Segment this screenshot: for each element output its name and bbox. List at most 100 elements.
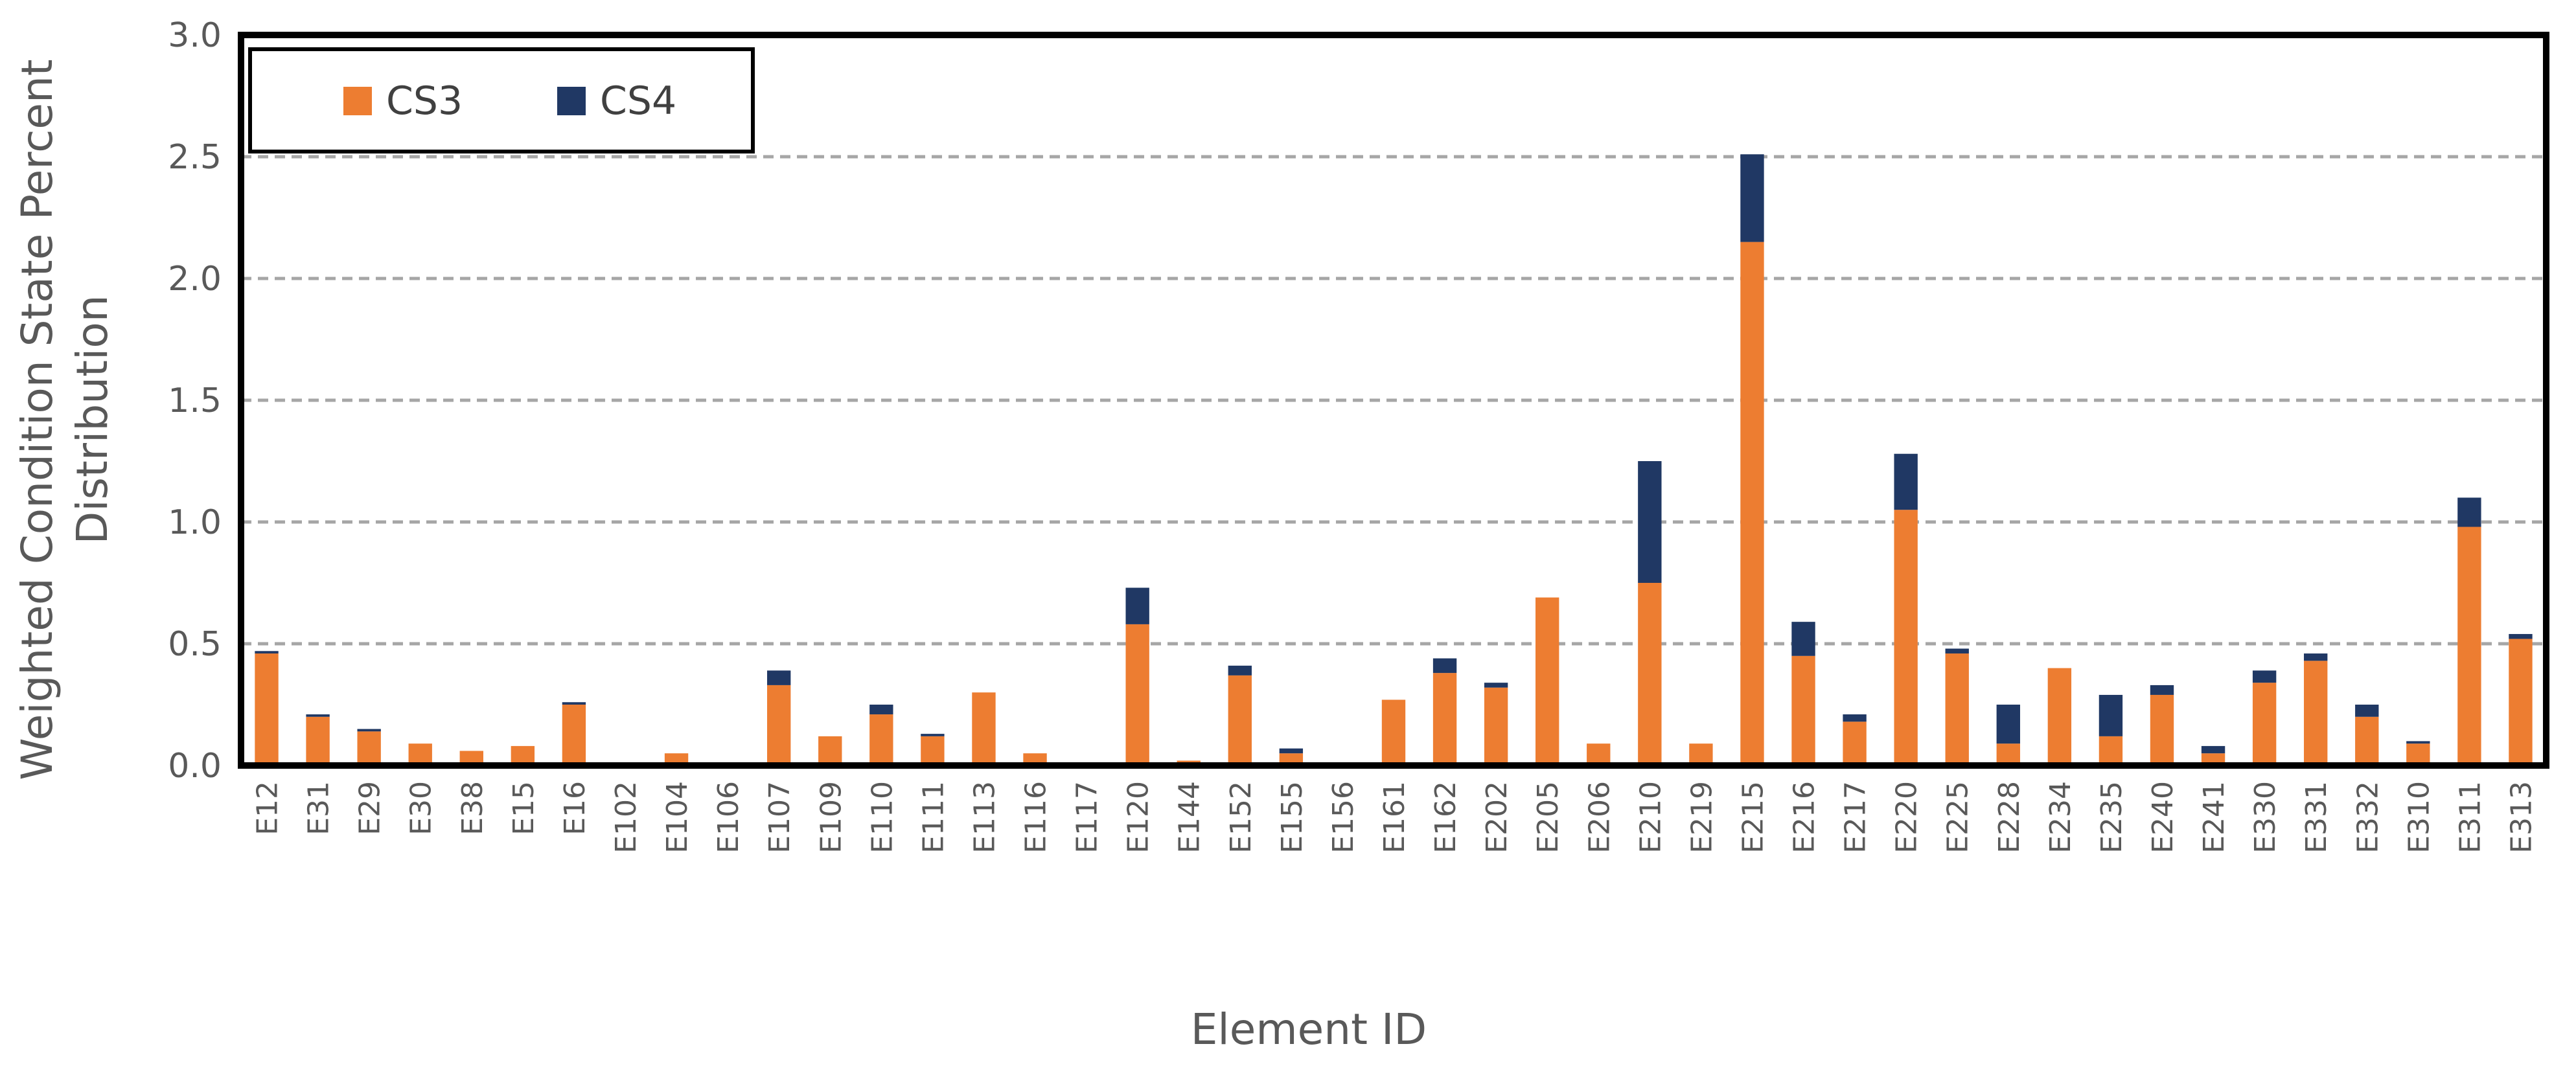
bar-cs3-e109 bbox=[818, 736, 842, 765]
bar-cs3-e111 bbox=[921, 736, 945, 765]
bar-cs4-e152 bbox=[1228, 665, 1252, 675]
bar-cs4-e16 bbox=[562, 702, 586, 705]
x-tick-label: E235 bbox=[2095, 781, 2128, 854]
x-tick-label: E234 bbox=[2044, 781, 2077, 854]
bar-cs4-e210 bbox=[1638, 461, 1662, 583]
bar-cs4-e111 bbox=[921, 734, 945, 736]
bar-cs3-e225 bbox=[1945, 653, 1969, 765]
bar-cs3-e310 bbox=[2406, 743, 2430, 765]
bar-cs3-e202 bbox=[1484, 687, 1508, 765]
bar-cs3-e210 bbox=[1638, 583, 1662, 765]
bar-cs3-e313 bbox=[2509, 639, 2533, 765]
x-tick-label: E313 bbox=[2505, 781, 2538, 854]
x-tick-label: E111 bbox=[917, 781, 950, 854]
bars bbox=[255, 154, 2533, 766]
bar-cs3-e29 bbox=[357, 731, 381, 765]
bar-cs3-e220 bbox=[1894, 510, 1918, 765]
x-tick-label: E206 bbox=[1583, 781, 1616, 854]
bar-cs4-e330 bbox=[2252, 670, 2277, 683]
y-tick-label: 3.0 bbox=[168, 16, 222, 55]
x-tick-label: E16 bbox=[558, 781, 592, 835]
y-axis-title-line-2: Distribution bbox=[67, 295, 117, 544]
legend-label-cs3: CS3 bbox=[386, 78, 463, 124]
x-tick-label: E216 bbox=[1788, 781, 1821, 854]
bar-cs3-e330 bbox=[2252, 683, 2277, 765]
bar-cs3-e228 bbox=[1996, 743, 2020, 765]
x-tick-label: E217 bbox=[1839, 781, 1872, 854]
bar-cs4-e31 bbox=[306, 714, 330, 717]
bar-cs3-e120 bbox=[1125, 624, 1149, 765]
legend-label-cs4: CS4 bbox=[600, 78, 676, 124]
y-axis-title-line-1: Weighted Condition State Percent bbox=[12, 59, 62, 780]
bar-cs3-e234 bbox=[2047, 668, 2072, 765]
x-tick-label: E113 bbox=[968, 781, 1001, 854]
bar-cs3-e113 bbox=[972, 692, 996, 765]
x-tick-label: E205 bbox=[1532, 781, 1565, 854]
x-tick-label: E38 bbox=[456, 781, 489, 835]
bar-cs4-e220 bbox=[1894, 453, 1918, 510]
bar-cs3-e217 bbox=[1843, 721, 1867, 765]
bar-cs4-e332 bbox=[2355, 705, 2379, 717]
x-tick-label: E104 bbox=[661, 781, 694, 854]
bar-cs4-e202 bbox=[1484, 683, 1508, 688]
bar-cs4-e235 bbox=[2099, 694, 2123, 736]
y-tick-label: 1.0 bbox=[168, 503, 222, 542]
plot-frame bbox=[238, 32, 2549, 769]
x-tick-label: E117 bbox=[1071, 781, 1104, 854]
bar-cs4-e331 bbox=[2304, 653, 2328, 661]
bar-cs3-e12 bbox=[255, 653, 279, 765]
x-tick-label: E219 bbox=[1685, 781, 1718, 854]
bar-cs3-e215 bbox=[1740, 242, 1764, 766]
x-tick-label: E210 bbox=[1634, 781, 1667, 854]
bar-cs4-e240 bbox=[2150, 685, 2174, 695]
y-tick-label: 2.5 bbox=[168, 138, 222, 177]
bar-cs4-e228 bbox=[1996, 705, 2020, 744]
bar-cs3-e38 bbox=[459, 751, 483, 765]
bar-cs4-e225 bbox=[1945, 648, 1969, 654]
bar-cs3-e240 bbox=[2150, 694, 2174, 765]
bar-cs3-e331 bbox=[2304, 661, 2328, 765]
legend-box bbox=[248, 47, 755, 153]
x-tick-label: E311 bbox=[2454, 781, 2487, 854]
bar-cs3-e161 bbox=[1381, 699, 1406, 765]
x-tick-label: E155 bbox=[1276, 781, 1309, 854]
x-tick-label: E31 bbox=[303, 781, 336, 835]
x-tick-label: E144 bbox=[1173, 781, 1206, 854]
x-tick-label: E106 bbox=[712, 781, 745, 854]
legend: CS3 CS4 bbox=[248, 47, 755, 153]
x-tick-label: E330 bbox=[2249, 781, 2282, 854]
x-axis-title: Element ID bbox=[1191, 1004, 1427, 1054]
bar-cs4-e313 bbox=[2509, 633, 2533, 639]
bar-cs4-e120 bbox=[1125, 587, 1149, 624]
bar-cs3-e30 bbox=[408, 743, 432, 765]
bar-cs3-e206 bbox=[1587, 743, 1611, 765]
bar-cs3-e162 bbox=[1432, 673, 1457, 765]
x-tick-label: E156 bbox=[1327, 781, 1360, 854]
bar-cs4-e155 bbox=[1279, 748, 1304, 754]
bar-cs3-e216 bbox=[1791, 655, 1815, 765]
bar-cs3-e152 bbox=[1228, 675, 1252, 765]
x-tick-label: E30 bbox=[405, 781, 438, 835]
x-tick-label: E331 bbox=[2300, 781, 2333, 854]
gridlines bbox=[241, 155, 2546, 646]
x-tick-label: E110 bbox=[866, 781, 899, 854]
x-tick-label: E116 bbox=[1020, 781, 1053, 854]
bar-cs3-e311 bbox=[2457, 527, 2481, 765]
bar-cs3-e110 bbox=[869, 714, 893, 765]
x-tick-label: E310 bbox=[2402, 781, 2435, 854]
x-tick-label: E332 bbox=[2351, 781, 2384, 854]
bar-cs3-e205 bbox=[1535, 597, 1559, 765]
x-tick-label: E107 bbox=[763, 781, 796, 854]
legend-swatch-cs4 bbox=[557, 87, 586, 115]
x-tick-label: E102 bbox=[610, 781, 643, 854]
x-tick-label: E220 bbox=[1891, 781, 1924, 854]
bar-cs3-e107 bbox=[767, 685, 791, 765]
y-tick-label: 2.0 bbox=[168, 260, 222, 299]
bar-cs4-e162 bbox=[1432, 658, 1457, 674]
y-tick-label: 0.5 bbox=[168, 625, 222, 664]
y-tick-label: 0.0 bbox=[168, 747, 222, 786]
x-tick-label: E12 bbox=[251, 781, 284, 835]
bar-cs4-e29 bbox=[357, 729, 381, 732]
bar-cs4-e107 bbox=[767, 670, 791, 685]
